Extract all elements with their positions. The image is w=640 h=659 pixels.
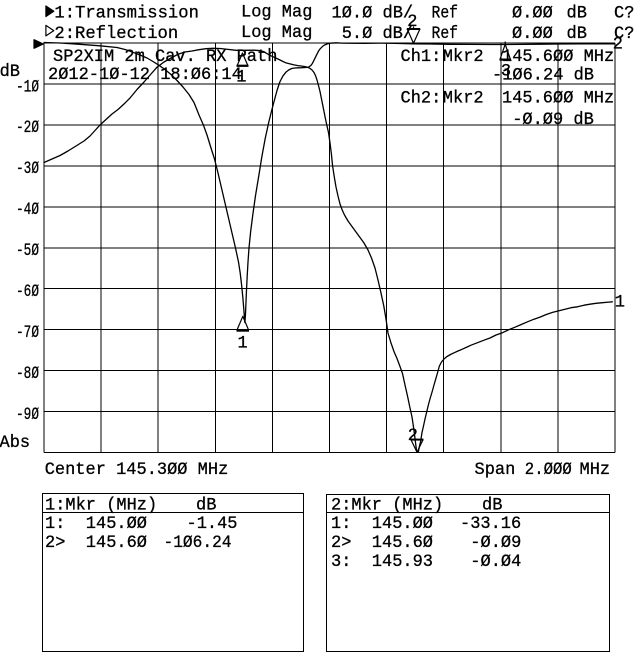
- svg-text:-1Ø6.24 dB: -1Ø6.24 dB: [492, 65, 594, 85]
- svg-text:Log Mag: Log Mag: [241, 2, 312, 22]
- svg-text:2.ØØØ: 2.ØØØ: [525, 460, 572, 480]
- svg-text:-Ø.Ø4: -Ø.Ø4: [470, 552, 521, 572]
- svg-text:1: 145.ØØ: 1: 145.ØØ: [331, 514, 433, 534]
- svg-text:-Ø.Ø9: -Ø.Ø9: [470, 533, 521, 553]
- svg-text:Abs: Abs: [0, 433, 30, 453]
- svg-text:-3Ø: -3Ø: [16, 159, 39, 179]
- svg-text:SP2XIM 2m Cav. RX Path: SP2XIM 2m Cav. RX Path: [53, 47, 277, 67]
- svg-text:dB: dB: [482, 496, 502, 516]
- svg-text:Ch2:: Ch2:: [401, 89, 442, 109]
- svg-text:2> 145.6Ø: 2> 145.6Ø: [331, 533, 433, 553]
- svg-text:-1Ø6.24: -1Ø6.24: [164, 533, 232, 553]
- svg-text:-2Ø: -2Ø: [16, 118, 39, 138]
- svg-text:dB: dB: [196, 496, 216, 516]
- svg-text:1Ø.Ø dB/: 1Ø.Ø dB/: [332, 3, 414, 23]
- svg-text:-1.45: -1.45: [187, 514, 238, 534]
- svg-text:dB: dB: [567, 3, 587, 23]
- svg-text:3: 3: [501, 61, 511, 81]
- svg-text:-4Ø: -4Ø: [16, 200, 39, 220]
- svg-text:2> 145.6Ø: 2> 145.6Ø: [45, 533, 147, 553]
- svg-text:Log Mag: Log Mag: [241, 23, 312, 43]
- svg-text:2:Reflection: 2:Reflection: [54, 24, 178, 44]
- svg-text:1:Transmission: 1:Transmission: [54, 3, 199, 23]
- svg-text:1: 1: [615, 293, 625, 313]
- svg-text:2:Mkr (MHz): 2:Mkr (MHz): [331, 496, 443, 516]
- svg-text:Mkr2: Mkr2: [443, 47, 484, 67]
- svg-text:1: 145.ØØ: 1: 145.ØØ: [45, 514, 147, 534]
- svg-text:1: 1: [238, 334, 248, 354]
- svg-text:-7Ø: -7Ø: [16, 323, 39, 343]
- svg-text:145.6ØØ MHz: 145.6ØØ MHz: [502, 47, 614, 67]
- svg-text:3: 145.93: 3: 145.93: [331, 552, 433, 572]
- svg-text:-33.16: -33.16: [460, 514, 521, 534]
- svg-text:Mkr2: Mkr2: [443, 89, 484, 109]
- svg-text:C?: C?: [614, 24, 634, 44]
- svg-text:1: 1: [236, 67, 246, 87]
- svg-text:1:Mkr (MHz): 1:Mkr (MHz): [45, 496, 157, 516]
- svg-text:Ref: Ref: [432, 3, 459, 23]
- svg-text:-8Ø: -8Ø: [16, 364, 39, 384]
- svg-text:Ø.ØØ: Ø.ØØ: [512, 24, 553, 44]
- svg-text:2: 2: [613, 35, 623, 55]
- svg-text:dB: dB: [0, 62, 20, 82]
- svg-text:-9Ø: -9Ø: [16, 405, 39, 425]
- svg-text:Ø.ØØ: Ø.ØØ: [512, 3, 553, 23]
- svg-text:145.6ØØ MHz: 145.6ØØ MHz: [502, 89, 614, 109]
- svg-text:Ch1:: Ch1:: [401, 47, 442, 67]
- svg-text:C?: C?: [614, 3, 634, 23]
- svg-text:2Ø12-1Ø-12 18:Ø6:14: 2Ø12-1Ø-12 18:Ø6:14: [48, 65, 242, 85]
- svg-text:Ref: Ref: [432, 24, 459, 44]
- svg-text:2: 2: [408, 426, 418, 446]
- svg-text:-Ø.Ø9 dB: -Ø.Ø9 dB: [512, 110, 594, 130]
- svg-text:-5Ø: -5Ø: [16, 241, 39, 261]
- svg-text:Span: Span: [475, 460, 516, 480]
- svg-text:-1Ø: -1Ø: [16, 77, 39, 97]
- svg-text:Center 145.3ØØ MHz: Center 145.3ØØ MHz: [45, 460, 229, 480]
- svg-text:2: 2: [407, 12, 417, 32]
- svg-text:MHz: MHz: [580, 460, 611, 480]
- svg-text:-6Ø: -6Ø: [16, 282, 39, 302]
- svg-text:5.Ø dB/: 5.Ø dB/: [342, 24, 413, 44]
- svg-text:dB: dB: [567, 24, 587, 44]
